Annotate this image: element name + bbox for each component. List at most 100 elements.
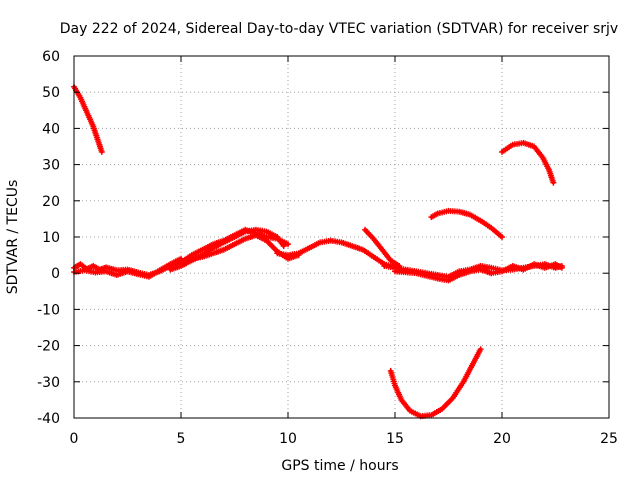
data-point <box>446 278 451 283</box>
data-point <box>104 269 108 273</box>
data-point <box>461 380 466 384</box>
data-point <box>200 248 204 252</box>
data-point <box>104 265 108 270</box>
data-point <box>265 229 269 234</box>
x-tick-label: 10 <box>279 431 297 447</box>
data-point <box>211 242 215 246</box>
data-point <box>307 246 311 250</box>
data-point <box>158 268 162 272</box>
data-point <box>136 272 140 276</box>
data-point <box>275 237 279 241</box>
series-markers <box>387 346 484 420</box>
series-markers <box>71 83 105 155</box>
data-point <box>83 268 87 272</box>
data-point <box>457 269 461 273</box>
data-point <box>329 239 333 243</box>
data-point <box>382 264 386 268</box>
data-point <box>511 264 515 268</box>
data-point <box>440 407 444 411</box>
data-point <box>147 275 151 279</box>
data-point <box>91 264 95 268</box>
series-arc-deep-dip <box>387 346 484 420</box>
data-point <box>286 253 290 257</box>
data-point <box>232 242 237 246</box>
data-point <box>468 269 472 273</box>
data-point <box>489 271 493 275</box>
data-point <box>380 248 384 252</box>
data-point <box>429 413 433 417</box>
data-point <box>211 246 215 250</box>
data-point <box>532 144 536 149</box>
chart-title: Day 222 of 2024, Sidereal Day-to-day VTE… <box>60 21 618 37</box>
data-point <box>265 235 269 239</box>
data-point <box>243 228 247 232</box>
data-point <box>468 212 472 217</box>
series-arc-baseline-evening-2 <box>392 261 565 284</box>
data-point <box>479 219 483 223</box>
data-point <box>553 266 558 270</box>
data-point <box>200 255 204 259</box>
data-point <box>479 264 483 268</box>
data-point <box>339 240 344 245</box>
data-point <box>446 209 451 213</box>
data-point <box>500 150 504 154</box>
series-arc-hump-21 <box>499 139 557 186</box>
series-arc-baseline-low <box>71 255 184 280</box>
data-point <box>78 262 83 266</box>
data-point <box>361 248 365 252</box>
x-tick-label: 25 <box>600 431 618 447</box>
data-point <box>115 273 119 277</box>
data-point <box>389 258 393 263</box>
data-point <box>286 242 290 246</box>
data-point <box>521 267 526 272</box>
data-point <box>408 409 412 413</box>
data-point <box>78 96 83 100</box>
data-point <box>393 383 397 388</box>
data-point <box>211 251 215 255</box>
series-markers <box>428 207 505 240</box>
data-point <box>419 414 423 418</box>
data-point <box>429 215 433 219</box>
x-tick-label: 20 <box>493 431 511 447</box>
data-point <box>85 110 89 114</box>
data-point <box>265 239 269 243</box>
x-axis-label: GPS time / hours <box>281 458 398 474</box>
data-point <box>179 264 183 268</box>
data-point <box>363 228 367 232</box>
data-point <box>500 269 504 273</box>
data-point <box>511 143 515 147</box>
data-point <box>553 262 558 266</box>
data-point <box>222 239 226 243</box>
y-tick-label: 30 <box>42 158 60 174</box>
data-point <box>470 363 474 368</box>
y-tick-label: -40 <box>37 411 60 427</box>
data-point <box>125 269 130 273</box>
data-point <box>479 267 483 272</box>
x-tick-label: 5 <box>177 431 186 447</box>
data-point <box>190 253 194 257</box>
data-point <box>479 347 483 351</box>
data-point <box>286 257 290 261</box>
data-point <box>91 124 95 129</box>
data-point <box>521 141 526 145</box>
y-tick-label: 60 <box>42 49 60 65</box>
data-point <box>254 233 258 237</box>
axis-ticks <box>73 55 610 419</box>
data-point <box>275 251 279 255</box>
y-tick-label: 40 <box>42 121 60 137</box>
x-tick-label: 0 <box>70 431 79 447</box>
data-point <box>243 237 247 241</box>
data-point <box>93 270 97 275</box>
series-arc-mid-day <box>274 237 398 270</box>
data-point <box>393 269 397 273</box>
data-point <box>560 266 564 270</box>
y-tick-label: -30 <box>37 375 60 391</box>
data-point <box>350 244 354 248</box>
grid-lines <box>74 56 609 418</box>
data-point <box>168 267 172 272</box>
data-point <box>489 266 493 270</box>
data-point <box>222 248 226 252</box>
data-point <box>318 240 322 245</box>
y-tick-label: 0 <box>51 266 60 282</box>
